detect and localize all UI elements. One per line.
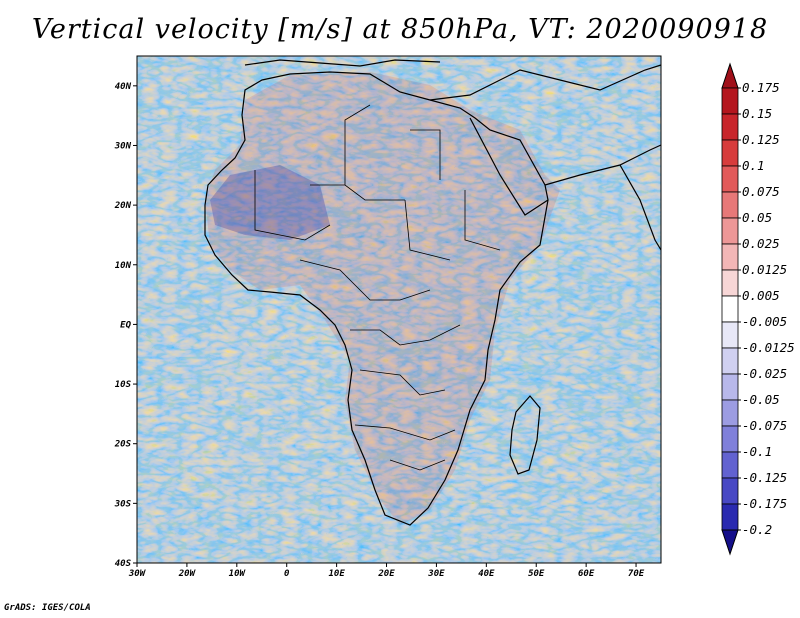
colorbar-label: -0.125: [742, 470, 787, 485]
colorbar-label: -0.075: [742, 418, 787, 433]
colorbar-segment: [721, 165, 739, 193]
lon-tick-label: 70E: [628, 569, 645, 579]
colorbar-label: 0.15: [742, 106, 772, 121]
colorbar-label: -0.0125: [742, 340, 795, 355]
map-frame-border: [136, 55, 662, 564]
lon-tick-label: 30W: [128, 569, 147, 579]
lon-tick-label: 10E: [328, 569, 345, 579]
colorbar-bottom-cap: [721, 529, 739, 556]
lat-tick-label: 30N: [114, 141, 132, 151]
colorbar-segment: [721, 113, 739, 141]
colorbar-label: 0.005: [742, 288, 780, 303]
lat-tick-label: 40N: [115, 82, 132, 92]
colorbar-label: 0.175: [742, 80, 780, 95]
map-title: Vertical velocity [m/s] at 850hPa, VT: 2…: [31, 14, 769, 45]
lat-tick-label: 30S: [114, 499, 132, 509]
colorbar-label: -0.2: [742, 522, 772, 537]
lon-tick-label: 0: [284, 569, 290, 579]
colorbar-segment: [721, 243, 739, 271]
lon-tick-label: 60E: [578, 569, 595, 579]
colorbar-segment: [721, 425, 739, 453]
colorbar-segment: [721, 321, 739, 349]
lon-tick-label: 50E: [528, 569, 545, 579]
colorbar-label: 0.1: [742, 158, 765, 173]
colorbar: 0.175 0.15 0.125 0.1 0.075 0.05 0.025 0.0125 0.0…: [721, 62, 795, 556]
lat-tick-label: 10N: [115, 261, 132, 271]
colorbar-segment: [721, 217, 739, 245]
coastlines: [204, 59, 662, 526]
colorbar-segment: [721, 503, 739, 531]
lon-tick-label: 30E: [427, 569, 445, 579]
field-texture-detail: [137, 56, 661, 563]
colorbar-label: 0.0125: [742, 262, 787, 277]
colorbar-label: -0.1: [742, 444, 772, 459]
footer-credit: GrADS: IGES/COLA: [4, 603, 91, 613]
colorbar-label: 0.025: [742, 236, 780, 251]
colorbar-segment: [721, 87, 739, 115]
colorbar-segment: [721, 191, 739, 219]
country-borders: [254, 104, 501, 471]
lon-tick-label: 40E: [478, 569, 495, 579]
colorbar-segment: [721, 451, 739, 479]
colorbar-label: -0.025: [742, 366, 787, 381]
colorbar-label: -0.175: [742, 496, 787, 511]
longitude-axis: 30W 20W 10W 0 10E 20E 30E 40E 50E 60E 70E: [128, 563, 645, 579]
colorbar-label: 0.05: [742, 210, 772, 225]
latitude-axis: 40N 30N 20N 10N EQ 10S 20S 30S 40S: [114, 82, 137, 569]
lon-tick-label: 20E: [377, 569, 395, 579]
colorbar-label: 0.125: [742, 132, 780, 147]
colorbar-segment: [721, 295, 739, 323]
colorbar-label: -0.005: [742, 314, 787, 329]
colorbar-segment: [721, 139, 739, 167]
sahel-descent-zone: [210, 165, 330, 240]
lat-tick-label: 10S: [115, 380, 132, 390]
colorbar-segment: [721, 399, 739, 427]
colorbar-segment: [721, 347, 739, 375]
colorbar-top-cap: [721, 62, 739, 89]
lat-tick-label: 20S: [114, 440, 132, 450]
colorbar-segment: [721, 269, 739, 297]
lat-tick-label: 40S: [115, 559, 132, 569]
lat-tick-label: EQ: [120, 320, 131, 330]
colorbar-segment: [721, 477, 739, 505]
africa-land-activity: [205, 72, 560, 525]
lon-tick-label: 20W: [178, 569, 197, 579]
colorbar-label: -0.05: [742, 392, 780, 407]
colorbar-segment: [721, 373, 739, 401]
colorbar-label: 0.075: [742, 184, 780, 199]
lon-tick-label: 10W: [229, 569, 247, 579]
lat-tick-label: 20N: [114, 201, 132, 211]
